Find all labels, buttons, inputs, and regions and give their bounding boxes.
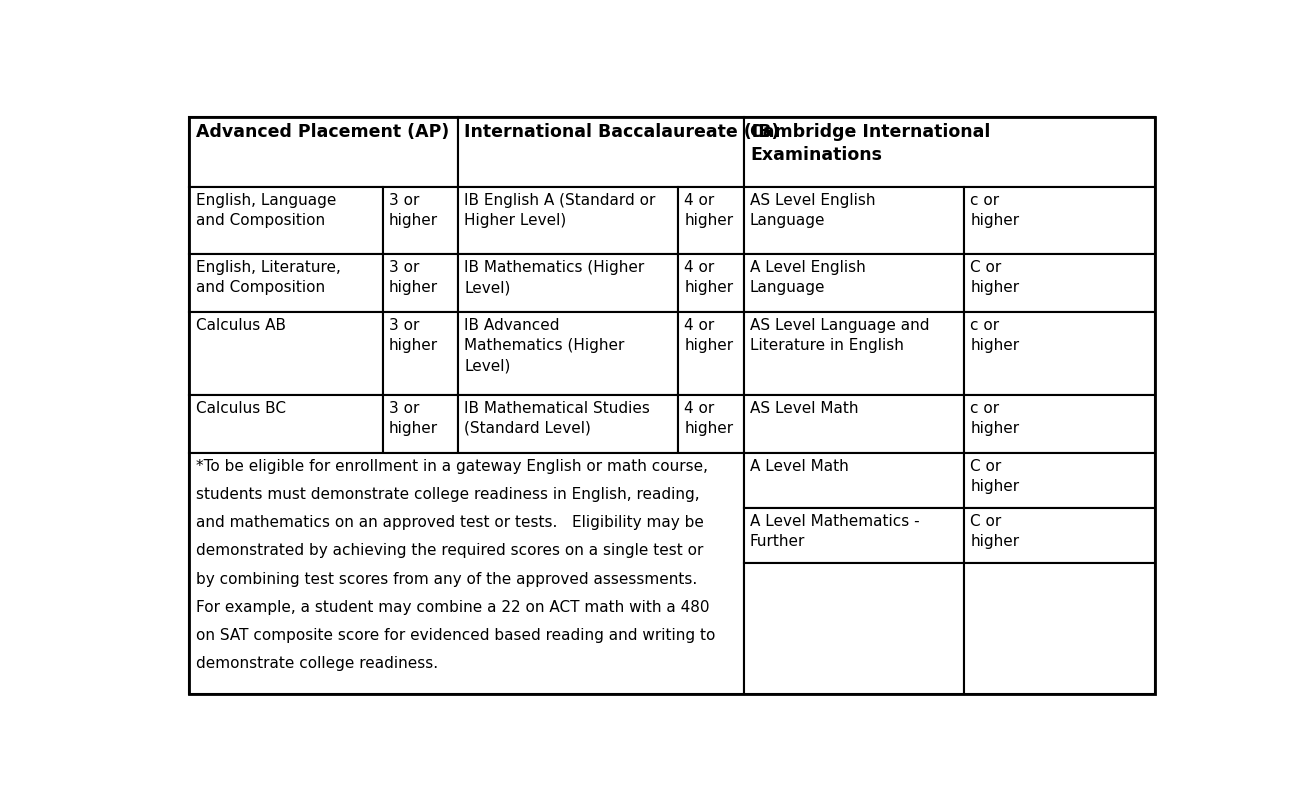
Text: 3 or
higher: 3 or higher xyxy=(388,401,438,436)
Text: IB Mathematics (Higher
Level): IB Mathematics (Higher Level) xyxy=(464,260,644,295)
Text: IB English A (Standard or
Higher Level): IB English A (Standard or Higher Level) xyxy=(464,193,656,228)
Bar xyxy=(744,563,964,695)
Text: *To be eligible for enrollment in a gateway English or math course,: *To be eligible for enrollment in a gate… xyxy=(195,459,707,474)
Text: C or
higher: C or higher xyxy=(970,514,1019,549)
Text: Calculus BC: Calculus BC xyxy=(195,401,286,416)
Text: 4 or
higher: 4 or higher xyxy=(685,193,733,228)
Bar xyxy=(189,187,383,254)
Bar xyxy=(964,453,1156,508)
Bar xyxy=(458,117,744,187)
Bar xyxy=(189,453,744,695)
Bar xyxy=(964,187,1156,254)
Bar xyxy=(458,312,678,395)
Text: IB Mathematical Studies
(Standard Level): IB Mathematical Studies (Standard Level) xyxy=(464,401,649,436)
Bar xyxy=(383,395,458,453)
Text: For example, a student may combine a 22 on ACT math with a 480: For example, a student may combine a 22 … xyxy=(195,599,708,615)
Bar xyxy=(458,187,678,254)
Bar xyxy=(964,312,1156,395)
Text: English, Language
and Composition: English, Language and Composition xyxy=(195,193,336,228)
Text: IB Advanced
Mathematics (Higher
Level): IB Advanced Mathematics (Higher Level) xyxy=(464,318,625,373)
Bar xyxy=(678,312,744,395)
Bar xyxy=(744,312,964,395)
Text: Cambridge International
Examinations: Cambridge International Examinations xyxy=(750,123,991,164)
Text: 3 or
higher: 3 or higher xyxy=(388,193,438,228)
Bar xyxy=(189,312,383,395)
Text: 4 or
higher: 4 or higher xyxy=(685,260,733,295)
Bar xyxy=(678,254,744,312)
Text: A Level Math: A Level Math xyxy=(750,459,849,474)
Text: A Level Mathematics -
Further: A Level Mathematics - Further xyxy=(750,514,920,549)
Text: 3 or
higher: 3 or higher xyxy=(388,318,438,353)
Bar xyxy=(744,117,1156,187)
Bar xyxy=(964,254,1156,312)
Bar xyxy=(744,254,964,312)
Bar xyxy=(744,395,964,453)
Text: and mathematics on an approved test or tests.   Eligibility may be: and mathematics on an approved test or t… xyxy=(195,515,703,530)
Bar xyxy=(383,312,458,395)
Text: demonstrate college readiness.: demonstrate college readiness. xyxy=(195,656,438,671)
Text: 4 or
higher: 4 or higher xyxy=(685,401,733,436)
Bar xyxy=(744,453,964,508)
Text: 4 or
higher: 4 or higher xyxy=(685,318,733,353)
Bar xyxy=(744,187,964,254)
Bar xyxy=(189,254,383,312)
Bar xyxy=(964,508,1156,563)
Text: c or
higher: c or higher xyxy=(970,193,1019,228)
Text: A Level English
Language: A Level English Language xyxy=(750,260,866,295)
Text: AS Level Math: AS Level Math xyxy=(750,401,858,416)
Text: c or
higher: c or higher xyxy=(970,318,1019,353)
Text: Advanced Placement (AP): Advanced Placement (AP) xyxy=(195,123,449,141)
Bar xyxy=(964,395,1156,453)
Bar xyxy=(383,187,458,254)
Bar xyxy=(458,254,678,312)
Text: AS Level English
Language: AS Level English Language xyxy=(750,193,875,228)
Bar xyxy=(383,254,458,312)
Bar xyxy=(458,395,678,453)
Text: C or
higher: C or higher xyxy=(970,260,1019,295)
Text: AS Level Language and
Literature in English: AS Level Language and Literature in Engl… xyxy=(750,318,929,353)
Bar xyxy=(678,187,744,254)
Text: by combining test scores from any of the approved assessments.: by combining test scores from any of the… xyxy=(195,572,697,587)
Text: demonstrated by achieving the required scores on a single test or: demonstrated by achieving the required s… xyxy=(195,543,703,558)
Text: c or
higher: c or higher xyxy=(970,401,1019,436)
Text: C or
higher: C or higher xyxy=(970,459,1019,494)
Bar xyxy=(189,395,383,453)
Text: 3 or
higher: 3 or higher xyxy=(388,260,438,295)
Text: students must demonstrate college readiness in English, reading,: students must demonstrate college readin… xyxy=(195,488,699,502)
Text: on SAT composite score for evidenced based reading and writing to: on SAT composite score for evidenced bas… xyxy=(195,628,715,643)
Bar xyxy=(744,508,964,563)
Bar xyxy=(189,117,458,187)
Text: International Baccalaureate (IB): International Baccalaureate (IB) xyxy=(464,123,779,141)
Text: English, Literature,
and Composition: English, Literature, and Composition xyxy=(195,260,340,295)
Bar xyxy=(678,395,744,453)
Text: Calculus AB: Calculus AB xyxy=(195,318,286,333)
Bar xyxy=(964,563,1156,695)
